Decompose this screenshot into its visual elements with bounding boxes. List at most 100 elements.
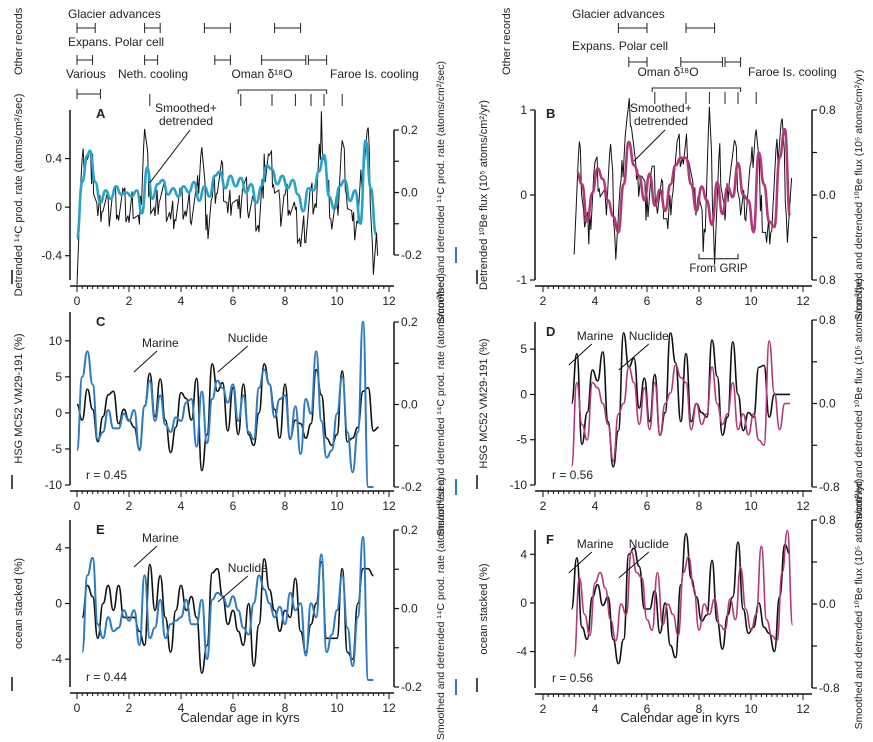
- y-tick-label: -4: [51, 652, 62, 666]
- panel-letter: F: [546, 532, 554, 547]
- nuclide-leader: [217, 345, 249, 373]
- x-tick-label: 4: [178, 701, 185, 715]
- label-nuclide: Nuclide: [629, 329, 669, 343]
- record-label: Faroe Is. cooling: [330, 67, 419, 81]
- y-tick-label: 0: [520, 387, 527, 401]
- y-tick-label: 5: [520, 342, 527, 356]
- series-nuclide: [570, 340, 790, 467]
- record-label: Expans. Polar cell: [572, 39, 668, 53]
- x-tick-label: 6: [230, 701, 237, 715]
- x-tick-label: 8: [282, 701, 289, 715]
- x-tick-label: 4: [592, 702, 599, 716]
- x-tick-label: 6: [230, 294, 237, 308]
- x-tick-label: 10: [744, 294, 758, 308]
- x-tick-label: 4: [592, 294, 599, 308]
- correlation-label: r = 0.56: [552, 671, 593, 685]
- y-axis-label: ocean stacked (%): [478, 563, 490, 654]
- label-marine: Marine: [577, 329, 614, 343]
- y2-tick-label: 0.0: [401, 186, 418, 200]
- x-tick-label: 2: [126, 499, 133, 513]
- y-tick-label: 0: [55, 200, 62, 214]
- y2-axis-label: Smoothed and detrended ¹⁰Be flux (10⁵ at…: [853, 479, 865, 730]
- y2-tick-label: -0.2: [401, 480, 422, 494]
- marine-leader: [133, 350, 158, 373]
- x-tick-label: 2: [540, 702, 547, 716]
- x-tick-label: 0: [74, 499, 81, 513]
- y-axis-label: Detrended ¹⁰Be flux (10⁵ atoms/cm²/yr): [478, 100, 490, 290]
- y2-tick-label: 0.8: [819, 513, 836, 527]
- y-tick-label: -5: [51, 442, 62, 456]
- x-tick-label: 10: [330, 294, 344, 308]
- label-marine: Marine: [142, 336, 179, 350]
- grip-label: From GRIP: [689, 263, 747, 275]
- grip-bracket: [698, 253, 739, 260]
- x-tick-label: 2: [540, 499, 547, 513]
- y-tick-label: 4: [520, 547, 527, 561]
- x-tick-label: 6: [644, 294, 651, 308]
- y-tick-label: 0: [520, 596, 527, 610]
- y-tick-label: 0: [520, 188, 527, 202]
- nuclide-leader: [618, 343, 650, 371]
- other-records-label-left: Other records: [13, 7, 25, 75]
- x-tick-label: 2: [126, 294, 133, 308]
- y2-tick-label: 0.8: [819, 273, 836, 287]
- y-tick-label: -1: [516, 273, 527, 287]
- x-tick-label: 6: [644, 499, 651, 513]
- y2-tick-label: 0.8: [819, 313, 836, 327]
- record-label: Oman δ¹⁸O: [231, 67, 292, 81]
- other-records-label-right: Other records: [501, 7, 513, 75]
- y2-tick-label: -0.8: [819, 480, 840, 494]
- x-tick-label: 12: [796, 294, 810, 308]
- x-tick-label: 10: [330, 499, 344, 513]
- y-axis-label: ocean stacked (%): [13, 558, 25, 649]
- x-tick-label: 6: [230, 499, 237, 513]
- y2-tick-label: 0.2: [401, 123, 418, 137]
- x-tick-label: 4: [178, 294, 185, 308]
- record-label: Neth. cooling: [118, 67, 188, 81]
- y-tick-label: 4: [55, 541, 62, 555]
- correlation-label: r = 0.44: [86, 670, 127, 684]
- x-tick-label: 12: [382, 701, 396, 715]
- y2-tick-label: 0.0: [819, 597, 836, 611]
- y2-axis-label: Smoothed and detrended ¹⁴C prod. rate (a…: [435, 273, 447, 536]
- y-tick-label: 0: [55, 406, 62, 420]
- record-label: Glacier advances: [572, 7, 665, 21]
- panel-letter: D: [546, 324, 555, 339]
- x-tick-label: 12: [382, 499, 396, 513]
- annotation-leader: [149, 129, 191, 184]
- y-tick-label: -5: [516, 433, 527, 447]
- annotation-smoothed: Smoothed+: [630, 101, 692, 115]
- series-nuclide: [81, 535, 374, 682]
- x-tick-label: 12: [382, 294, 396, 308]
- y-tick-label: 0: [55, 597, 62, 611]
- y-tick-label: 1: [520, 103, 527, 117]
- label-marine: Marine: [142, 531, 179, 545]
- record-bracket: [237, 89, 328, 94]
- series-marine: [570, 332, 790, 468]
- x-tick-label: 10: [330, 701, 344, 715]
- marine-leader: [568, 343, 593, 366]
- records-left: Glacier advances Expans. Polar cell Variou…: [66, 7, 419, 106]
- label-marine: Marine: [577, 537, 614, 551]
- marine-leader: [133, 545, 158, 568]
- panel-letter: C: [96, 314, 106, 329]
- nuclide-leader: [618, 551, 650, 579]
- records-right: Glacier advances Expans. Polar cell Oman δ…: [572, 7, 837, 104]
- y2-tick-label: 0.2: [401, 315, 418, 329]
- panel-c: -10 -5 0 5 10 -0.2 0.0 0.2 0 2 4 6 8 10 12 C HSG MC52 VM…: [11, 273, 457, 536]
- y-tick-label: 0.4: [45, 152, 62, 166]
- record-label: Various: [66, 67, 106, 81]
- y2-tick-label: 0.8: [819, 103, 836, 117]
- y-tick-label: -10: [45, 478, 63, 492]
- x-tick-label: 12: [796, 499, 810, 513]
- record-label: Expans. Polar cell: [68, 35, 164, 49]
- correlation-label: r = 0.56: [552, 468, 593, 482]
- y-tick-label: 5: [55, 370, 62, 384]
- y2-tick-label: 0.0: [819, 188, 836, 202]
- series-nuclide: [76, 321, 374, 489]
- label-nuclide: Nuclide: [228, 561, 268, 575]
- series-raw-line: [573, 98, 793, 265]
